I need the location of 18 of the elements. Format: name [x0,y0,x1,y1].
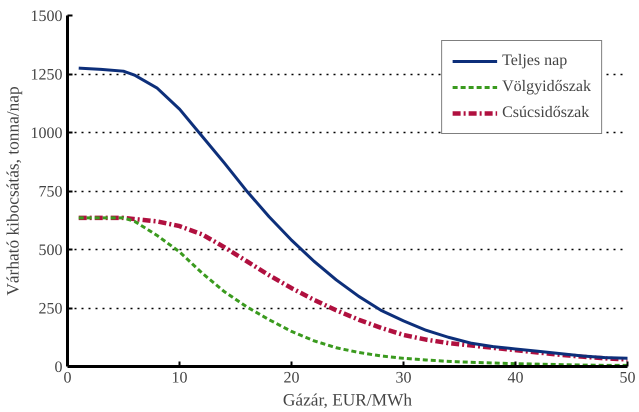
x-tick-label: 50 [620,370,636,386]
y-tick-label: 1250 [30,66,62,84]
legend-label: Teljes nap [502,52,568,70]
y-tick-label: 1500 [30,8,62,25]
x-tick-label: 10 [172,370,188,386]
x-tick-label: 20 [284,370,300,386]
x-tick-label: 40 [508,370,524,386]
legend-label: Völgyidőszak [502,78,591,96]
y-tick-label: 1000 [30,125,62,142]
y-tick-label: 250 [38,300,62,318]
legend-label: Csúcsidőszak [502,104,590,122]
line-series [77,66,628,360]
y-axis-title: Várható kibocsátás, tonna/nap [4,86,22,296]
y-tick-label: 500 [38,242,62,259]
y-tick-label: 0 [54,359,62,376]
x-axis-title: Gázár, EUR/MWh [282,390,412,410]
x-tick-label: 30 [396,370,412,386]
y-tick-label: 750 [38,184,62,200]
